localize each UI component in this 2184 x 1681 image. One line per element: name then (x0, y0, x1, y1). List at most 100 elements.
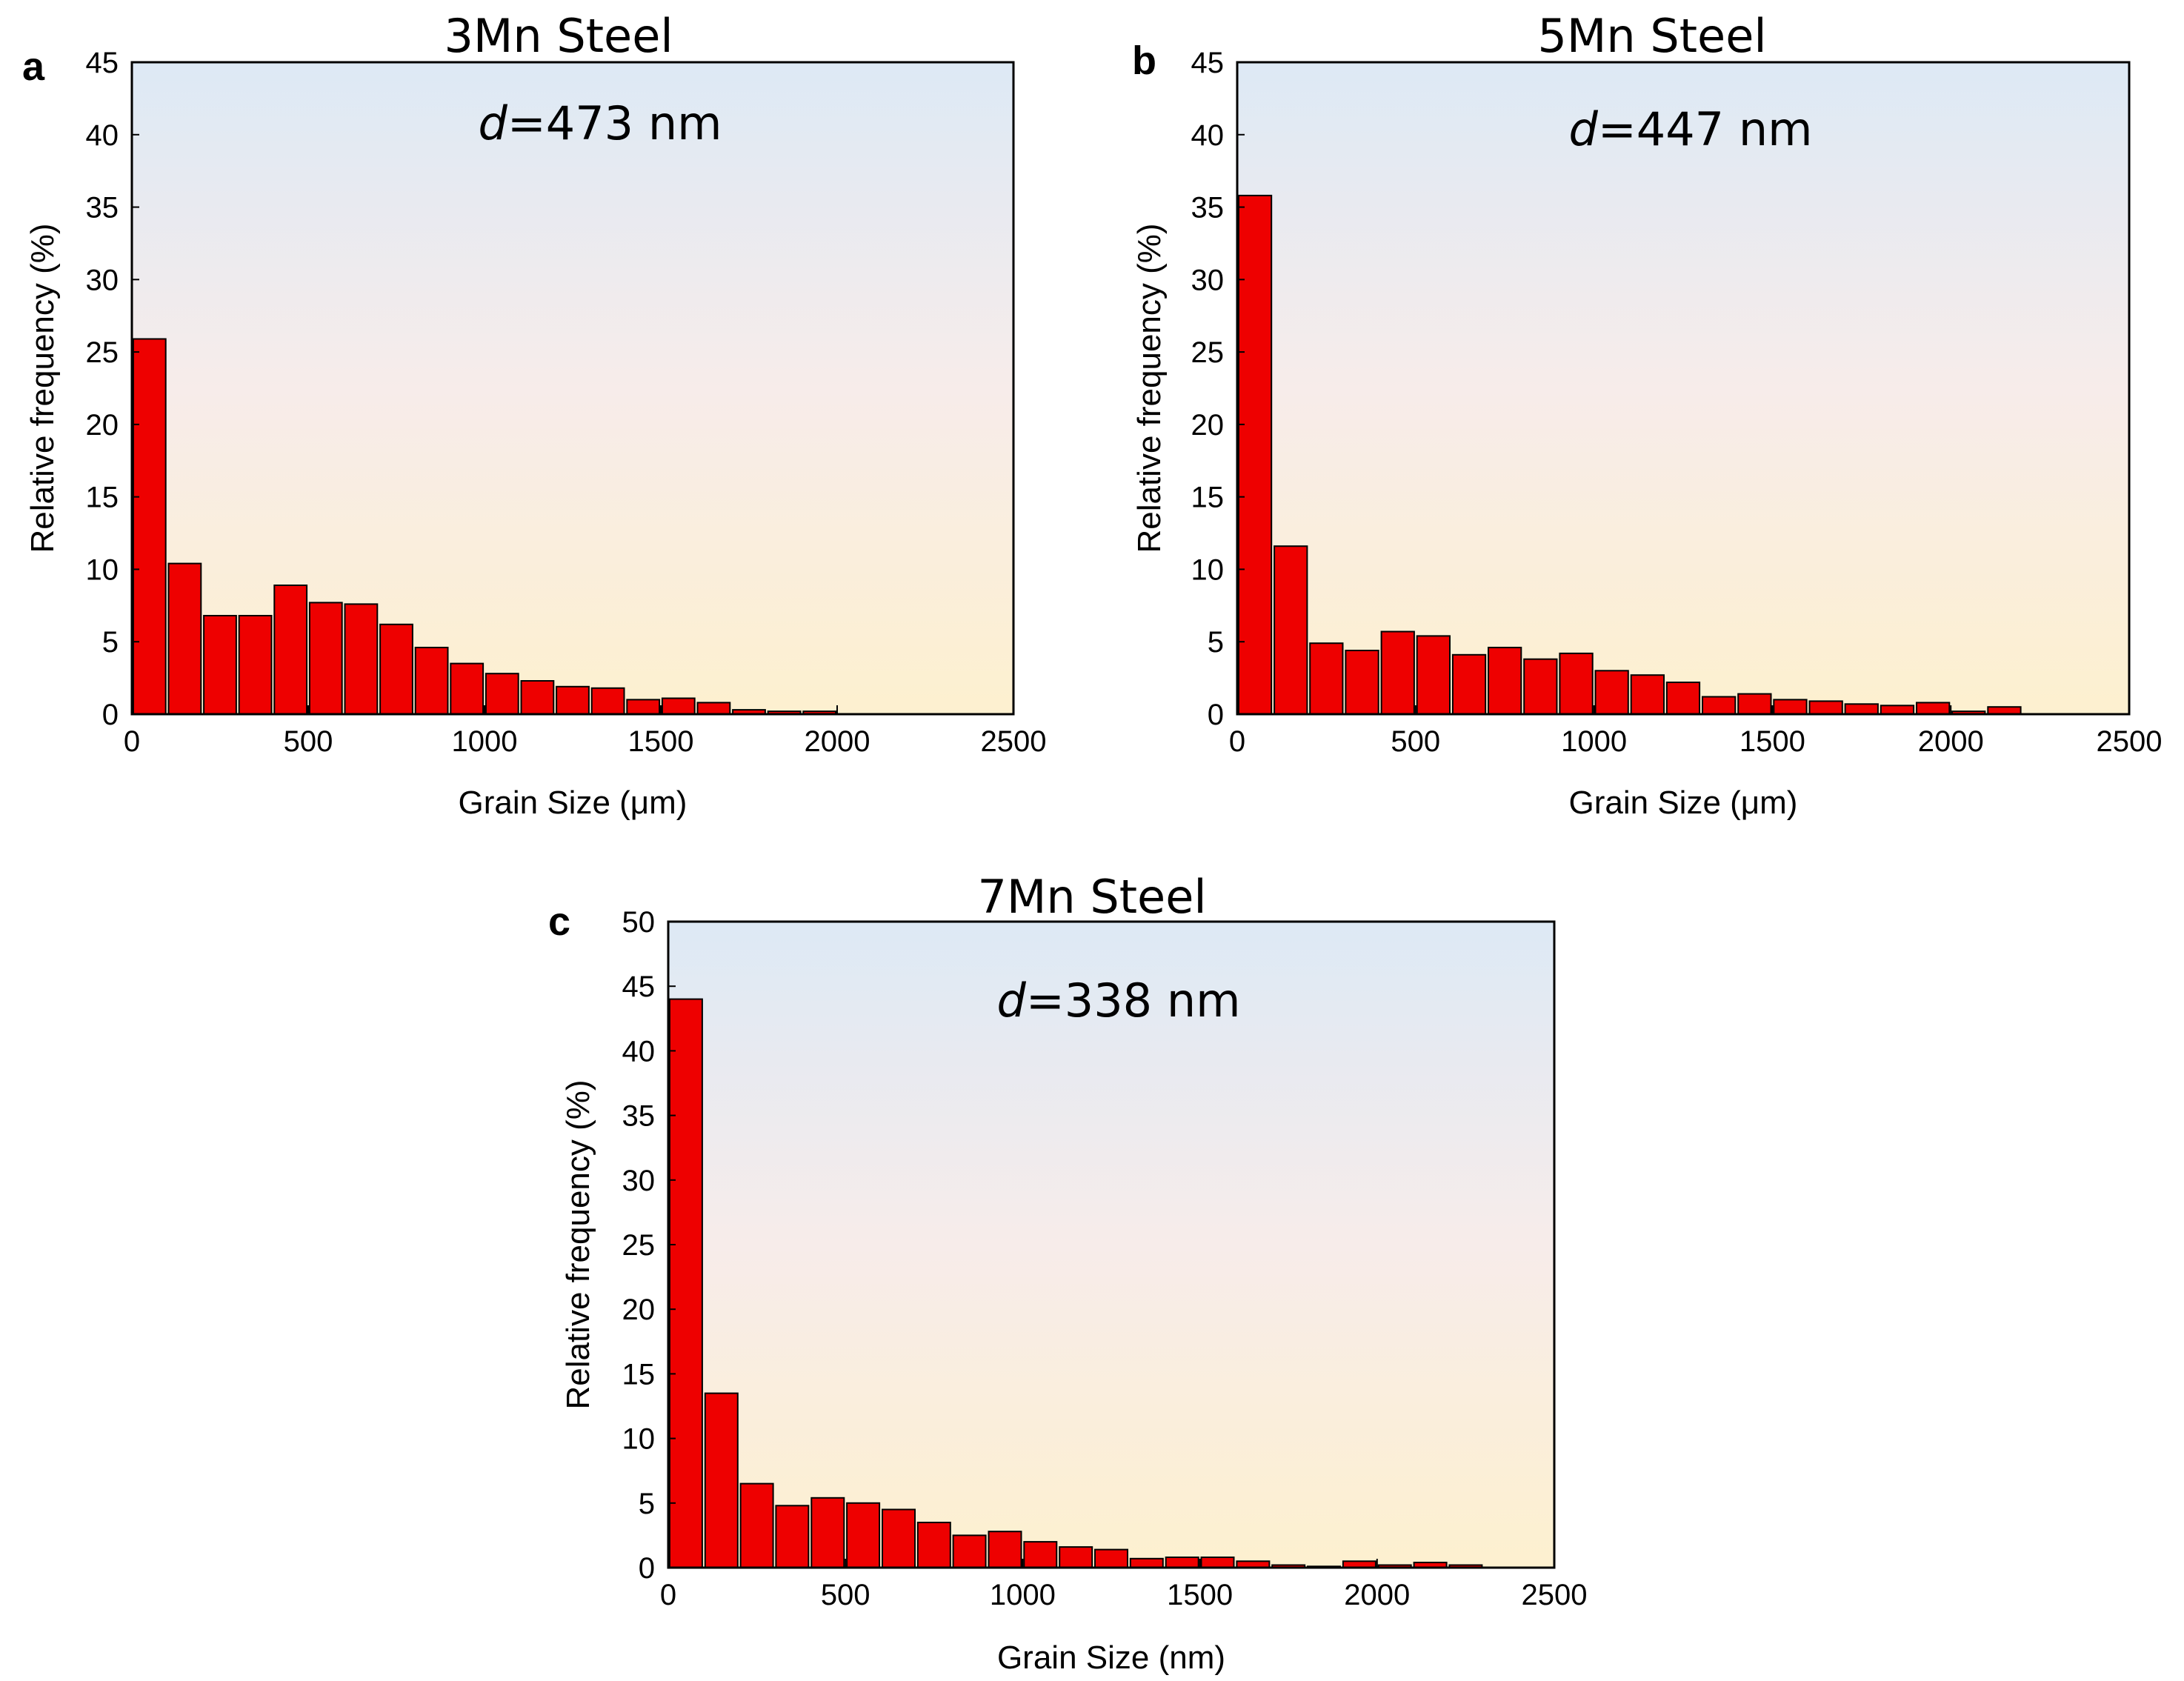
bar (1523, 658, 1558, 716)
y-tick-label: 45 (86, 47, 119, 79)
bar (1702, 696, 1737, 715)
y-axis-ticks: 0 5 10 15 20 25 30 35 40 45 (86, 47, 139, 731)
x-tick-label: 1500 (628, 725, 694, 758)
bar (1200, 1557, 1235, 1568)
y-tick-label: 20 (1191, 409, 1225, 442)
mean-grain-size-annotation: d=447 nm (1568, 102, 1812, 156)
x-tick-label: 2000 (1344, 1579, 1410, 1611)
y-tick-label: 35 (1191, 192, 1225, 224)
bar (1274, 545, 1308, 716)
x-axis-label: Grain Size (μm) (1569, 785, 1798, 821)
y-tick-label: 25 (1191, 336, 1225, 369)
y-tick-label: 45 (1191, 47, 1225, 79)
y-tick-label: 5 (1208, 626, 1224, 659)
y-tick-label: 40 (622, 1035, 656, 1068)
y-tick-label: 15 (1191, 482, 1225, 514)
bar (1023, 1541, 1058, 1569)
annotation-variable: d (1568, 102, 1598, 156)
x-tick-label: 1000 (1561, 725, 1627, 758)
y-axis-label: Relative frequency (%) (24, 223, 61, 553)
bar (668, 998, 703, 1568)
panel-c: c 7Mn Steel 0 5 10 15 20 25 30 35 40 45 50 0 500 100… (548, 870, 1587, 1676)
bar (882, 1508, 916, 1568)
x-tick-label: 0 (124, 725, 140, 758)
bar (1808, 700, 1843, 716)
mean-grain-size-annotation: d=338 nm (996, 973, 1240, 1028)
bar (661, 697, 696, 715)
y-tick-label: 25 (86, 336, 119, 369)
y-tick-label: 5 (639, 1488, 655, 1520)
bar (1345, 650, 1379, 715)
bar (520, 680, 555, 715)
bar (1380, 630, 1415, 715)
x-tick-label: 500 (284, 725, 333, 758)
x-tick-label: 2500 (2097, 725, 2163, 758)
bar (1094, 1548, 1128, 1569)
bars (668, 998, 1483, 1569)
x-tick-label: 2000 (805, 725, 870, 758)
bar (1488, 647, 1522, 715)
x-axis-label: Grain Size (μm) (459, 785, 688, 821)
plot-frame (1236, 61, 2131, 716)
bar (590, 687, 625, 715)
bar (308, 602, 343, 716)
bar (414, 647, 449, 715)
y-tick-label: 40 (1191, 119, 1225, 152)
annotation-value: =338 nm (1026, 973, 1241, 1028)
bar (810, 1497, 845, 1569)
x-tick-label: 0 (1229, 725, 1245, 758)
x-tick-label: 1500 (1739, 725, 1805, 758)
bar (1665, 682, 1701, 715)
bar (485, 673, 519, 716)
bar (1773, 699, 1808, 716)
chart-title: 7Mn Steel (977, 870, 1206, 924)
y-tick-label: 0 (1208, 699, 1224, 731)
bar (775, 1505, 810, 1569)
x-axis-ticks: 0 500 1000 1500 2000 2500 (660, 1559, 1588, 1611)
bar (1416, 635, 1451, 716)
bar (1737, 693, 1772, 715)
y-tick-label: 10 (1191, 553, 1225, 586)
panel-letter: c (548, 899, 570, 944)
y-tick-label: 10 (622, 1423, 656, 1456)
bar (203, 615, 237, 715)
bar (952, 1534, 987, 1568)
panel-letter: a (22, 44, 45, 89)
bar (1451, 653, 1487, 715)
bar (273, 585, 308, 715)
y-axis-ticks: 0 5 10 15 20 25 30 35 40 45 50 (622, 906, 676, 1585)
x-tick-label: 500 (1391, 725, 1440, 758)
bar (739, 1482, 774, 1568)
plot-frame (130, 61, 1015, 716)
bar (167, 562, 202, 715)
bar (704, 1392, 739, 1568)
bar (1309, 642, 1344, 716)
bar (379, 623, 413, 715)
x-axis-label: Grain Size (nm) (997, 1640, 1225, 1676)
x-tick-label: 1000 (990, 1579, 1056, 1611)
y-tick-label: 50 (622, 906, 656, 939)
bar (846, 1502, 881, 1569)
bar (450, 662, 485, 715)
x-tick-label: 2500 (1522, 1579, 1588, 1611)
bar (1559, 652, 1594, 716)
y-tick-label: 30 (622, 1165, 656, 1197)
y-tick-label: 20 (622, 1294, 656, 1326)
panel-b: b 5Mn Steel 0 5 10 15 20 25 30 35 40 45 0 500 1000 1… (1131, 9, 2162, 821)
panel-a: a 3Mn Steel 0 5 10 15 20 25 30 35 40 45 0 500 1000 1… (22, 9, 1046, 821)
chart-title: 5Mn Steel (1537, 9, 1766, 63)
bar (1165, 1557, 1199, 1568)
bar (132, 338, 167, 715)
x-tick-label: 500 (821, 1579, 870, 1611)
y-axis-label: Relative frequency (%) (1131, 223, 1168, 553)
bars (132, 338, 837, 716)
annotation-variable: d (478, 96, 507, 150)
y-tick-label: 20 (86, 409, 119, 442)
x-axis-ticks: 0 500 1000 1500 2000 2500 (124, 705, 1046, 758)
bar (1916, 702, 1951, 716)
bar (1237, 194, 1273, 715)
bar (626, 699, 661, 716)
y-axis-label: Relative frequency (%) (560, 1079, 596, 1409)
plot-background (1237, 62, 2129, 714)
y-tick-label: 5 (102, 626, 119, 659)
